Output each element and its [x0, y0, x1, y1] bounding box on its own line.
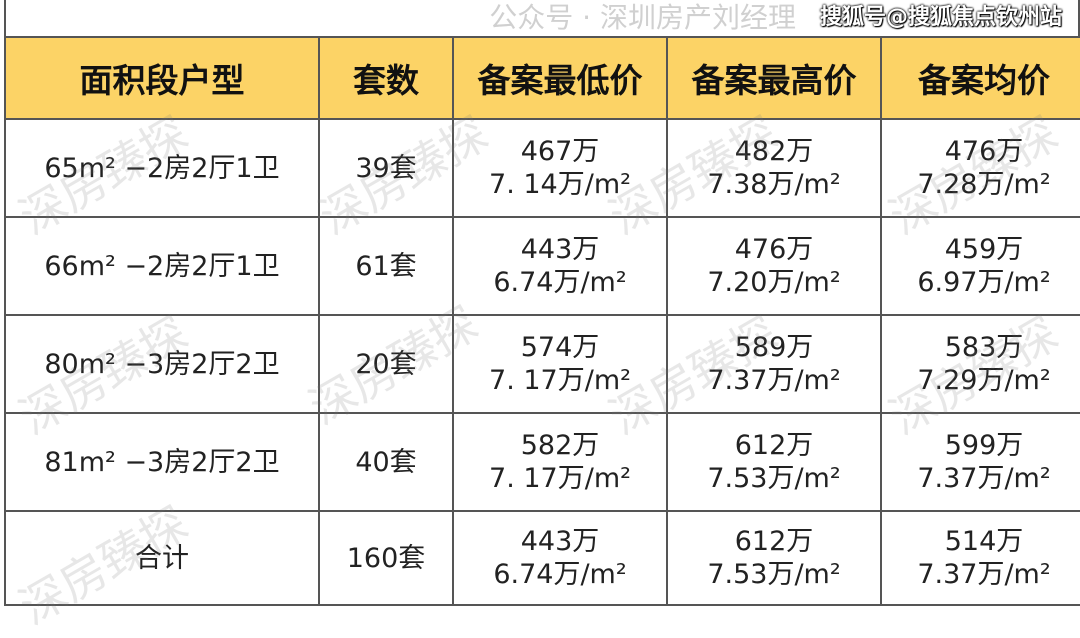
avg-total: 514万	[944, 526, 1024, 557]
min-unit: 7. 17万/m²	[489, 463, 631, 494]
table-row: 80m² −3房2厅2卫 20套 574万 7. 17万/m² 589万 7.37万/m²…	[4, 314, 1080, 414]
max-unit: 7.38万/m²	[707, 169, 841, 200]
cell-count: 20套	[318, 314, 454, 414]
sohu-watermark: 搜狐号@搜狐焦点钦州站	[819, 5, 1062, 30]
cell-count: 160套	[318, 510, 454, 606]
avg-total: 583万	[944, 332, 1024, 363]
wechat-watermark: 公众号 · 深圳房产刘经理	[489, 1, 796, 34]
cell-avg: 599万 7.37万/m²	[880, 412, 1080, 512]
min-unit: 6.74万/m²	[493, 267, 627, 298]
cell-avg: 459万 6.97万/m²	[880, 216, 1080, 316]
cell-count: 40套	[318, 412, 454, 512]
max-unit: 7.20万/m²	[707, 267, 841, 298]
avg-unit: 7.29万/m²	[917, 365, 1051, 396]
table-row: 合计 160套 443万 6.74万/m² 612万 7.53万/m² 514万 7.37万/…	[4, 510, 1080, 606]
cell-type: 65m² −2房2厅1卫	[4, 118, 320, 218]
min-total: 443万	[520, 234, 600, 265]
cell-count: 61套	[318, 216, 454, 316]
cell-avg: 514万 7.37万/m²	[880, 510, 1080, 606]
cell-type: 80m² −3房2厅2卫	[4, 314, 320, 414]
min-total: 467万	[520, 136, 600, 167]
max-total: 476万	[734, 234, 814, 265]
cell-max: 612万 7.53万/m²	[666, 412, 882, 512]
min-total: 582万	[520, 430, 600, 461]
cell-max: 476万 7.20万/m²	[666, 216, 882, 316]
min-total: 443万	[520, 526, 600, 557]
avg-total: 459万	[944, 234, 1024, 265]
cell-min: 443万 6.74万/m²	[452, 510, 668, 606]
table-row: 66m² −2房2厅1卫 61套 443万 6.74万/m² 476万 7.20万/m² 4…	[4, 216, 1080, 316]
avg-unit: 6.97万/m²	[917, 267, 1051, 298]
cell-count: 39套	[318, 118, 454, 218]
cell-max: 482万 7.38万/m²	[666, 118, 882, 218]
header-min: 备案最低价	[452, 36, 668, 120]
max-total: 612万	[734, 526, 814, 557]
table-row: 65m² −2房2厅1卫 39套 467万 7. 14万/m² 482万 7.38万/m²…	[4, 118, 1080, 218]
max-total: 589万	[734, 332, 814, 363]
avg-unit: 7.37万/m²	[917, 559, 1051, 590]
cell-avg: 476万 7.28万/m²	[880, 118, 1080, 218]
max-unit: 7.37万/m²	[707, 365, 841, 396]
min-unit: 6.74万/m²	[493, 559, 627, 590]
header-row: 面积段户型 套数 备案最低价 备案最高价 备案均价	[4, 36, 1080, 120]
cell-min: 443万 6.74万/m²	[452, 216, 668, 316]
avg-unit: 7.37万/m²	[917, 463, 1051, 494]
cell-type: 合计	[4, 510, 320, 606]
table-row: 81m² −3房2厅2卫 40套 582万 7. 17万/m² 612万 7.53万/m²…	[4, 412, 1080, 512]
cell-min: 582万 7. 17万/m²	[452, 412, 668, 512]
max-total: 482万	[734, 136, 814, 167]
price-table: 面积段户型 套数 备案最低价 备案最高价 备案均价 65m² −2房2厅1卫 39…	[4, 36, 1080, 606]
avg-total: 476万	[944, 136, 1024, 167]
top-strip: 公众号 · 深圳房产刘经理 搜狐号@搜狐焦点钦州站	[4, 0, 1080, 36]
max-unit: 7.53万/m²	[707, 463, 841, 494]
cell-max: 612万 7.53万/m²	[666, 510, 882, 606]
header-avg: 备案均价	[880, 36, 1080, 120]
cell-min: 467万 7. 14万/m²	[452, 118, 668, 218]
header-type: 面积段户型	[4, 36, 320, 120]
min-unit: 7. 14万/m²	[489, 169, 631, 200]
cell-max: 589万 7.37万/m²	[666, 314, 882, 414]
min-total: 574万	[520, 332, 600, 363]
avg-unit: 7.28万/m²	[917, 169, 1051, 200]
min-unit: 7. 17万/m²	[489, 365, 631, 396]
cell-type: 66m² −2房2厅1卫	[4, 216, 320, 316]
cell-min: 574万 7. 17万/m²	[452, 314, 668, 414]
header-max: 备案最高价	[666, 36, 882, 120]
max-total: 612万	[734, 430, 814, 461]
max-unit: 7.53万/m²	[707, 559, 841, 590]
cell-type: 81m² −3房2厅2卫	[4, 412, 320, 512]
cell-avg: 583万 7.29万/m²	[880, 314, 1080, 414]
header-count: 套数	[318, 36, 454, 120]
avg-total: 599万	[944, 430, 1024, 461]
